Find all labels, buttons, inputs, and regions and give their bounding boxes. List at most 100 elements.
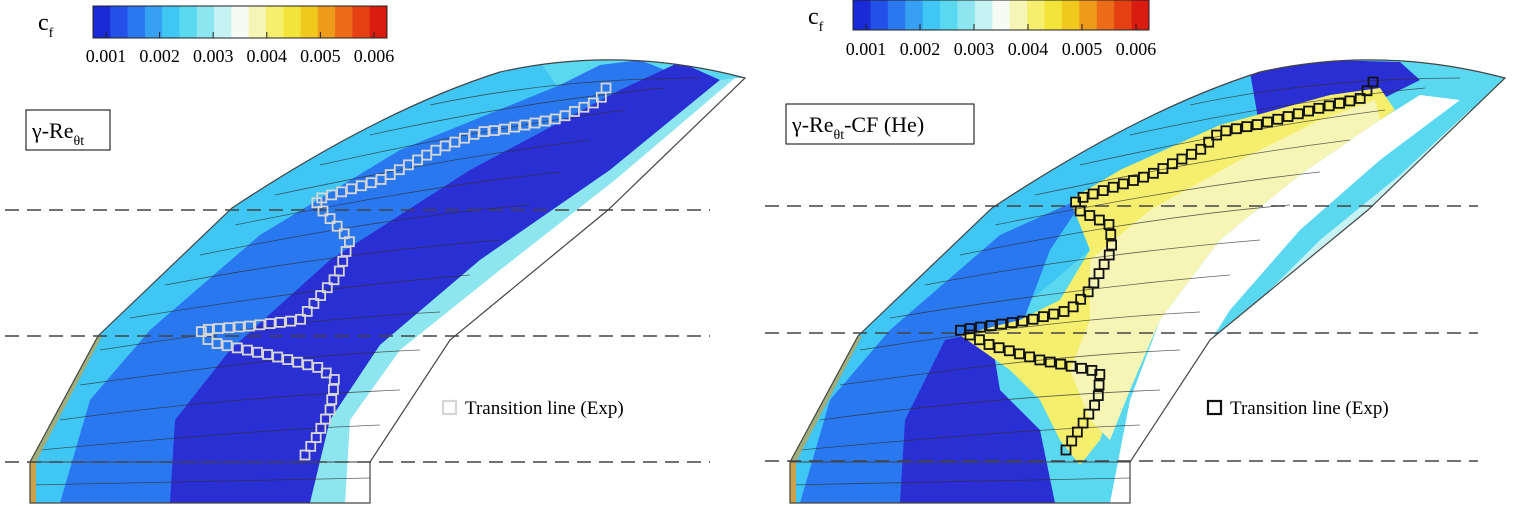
transition-marker (299, 449, 311, 461)
colorbar-swatch (265, 6, 284, 38)
transition-marker (1093, 379, 1105, 391)
colorbar-swatch (1096, 0, 1115, 30)
colorbar-tick-label: 0.005 (1062, 39, 1103, 59)
transition-marker (1282, 111, 1294, 122)
transition-marker (509, 121, 521, 133)
colorbar-swatch (283, 6, 302, 38)
transition-marker (233, 321, 245, 333)
transition-marker (1334, 97, 1345, 109)
right-legend-marker (1206, 399, 1223, 416)
transition-marker (262, 349, 274, 360)
transition-marker (1138, 171, 1149, 183)
transition-marker (292, 356, 304, 368)
colorbar-swatch (144, 6, 163, 38)
transition-marker (1292, 108, 1304, 120)
colorbar-swatch (974, 0, 993, 30)
transition-marker (295, 313, 306, 325)
right-transition-markers (955, 76, 1379, 456)
transition-marker (1313, 102, 1325, 114)
transition-marker (223, 322, 235, 334)
transition-marker (1076, 362, 1087, 374)
transition-marker (305, 440, 317, 452)
transition-marker (1272, 113, 1284, 125)
transition-marker (211, 338, 223, 349)
left-streamlines (30, 77, 701, 486)
transition-marker (1103, 219, 1115, 230)
colorbar-swatch (922, 0, 941, 30)
transition-marker (1037, 311, 1049, 323)
colorbar-tick-label: 0.004 (247, 46, 288, 66)
transition-marker (1048, 308, 1060, 320)
colorbar-swatch (317, 6, 336, 38)
transition-marker (202, 323, 214, 335)
left-model-label: γ-Reθt (25, 109, 111, 151)
transition-marker (1211, 129, 1222, 141)
colorbar-frame (92, 5, 388, 39)
transition-marker (1077, 417, 1089, 429)
colorbar-swatch (957, 0, 976, 30)
right-colorbar: 0.001 0.002 0.003 0.004 0.005 0.006 (846, 0, 1156, 59)
transition-marker (301, 305, 313, 317)
transition-marker (1354, 93, 1366, 104)
colorbar-swatch (1061, 0, 1080, 30)
transition-marker (264, 318, 276, 329)
left-surface-panel (29, 59, 747, 504)
transition-marker (320, 367, 332, 379)
transition-marker (985, 320, 997, 331)
colorbar-swatch (853, 0, 871, 30)
transition-marker (1066, 435, 1078, 447)
transition-marker (254, 319, 266, 331)
transition-marker (302, 359, 314, 371)
transition-marker (221, 340, 233, 352)
colorbar-swatch (127, 6, 146, 38)
transition-marker (231, 342, 243, 354)
transition-marker (285, 315, 297, 327)
colorbar-swatch (300, 6, 319, 38)
transition-marker (252, 346, 263, 358)
transition-marker (282, 354, 294, 365)
colorbar-tick-label: 0.005 (300, 46, 341, 66)
colorbar-tick-label: 0.001 (846, 39, 887, 59)
transition-marker (1024, 351, 1036, 363)
left-legend-marker (441, 399, 458, 416)
transition-marker (1003, 345, 1015, 357)
transition-marker (1107, 181, 1119, 193)
transition-marker (1303, 105, 1314, 117)
right-model-label: γ-Reθt-CF (He) (785, 103, 975, 145)
colorbar-tick-label: 0.006 (354, 46, 395, 66)
right-legend-label: Transition line (Exp) (1230, 398, 1389, 419)
colorbar-swatch (110, 6, 129, 38)
transition-marker (488, 125, 500, 136)
transition-marker (1094, 368, 1106, 380)
svg-text:γ-Reθt: γ-Reθt (31, 118, 84, 149)
colorbar-swatch (870, 0, 889, 30)
transition-marker (1367, 76, 1379, 88)
transition-marker (1082, 286, 1094, 298)
transition-marker (1055, 358, 1067, 370)
transition-marker (1088, 277, 1100, 289)
transition-marker (311, 197, 323, 209)
colorbar-swatch (887, 0, 906, 30)
left-cf-symbol: cf (38, 10, 54, 41)
left-legend: Transition line (Exp) (441, 398, 624, 419)
colorbar-tick-label: 0.003 (954, 39, 995, 59)
left-cf-contour (30, 59, 745, 503)
transition-marker (1083, 408, 1095, 420)
colorbar-swatch (335, 6, 353, 38)
transition-marker (326, 394, 338, 405)
transition-marker (1128, 175, 1139, 186)
colorbar-swatch (162, 6, 180, 38)
colorbar-swatch (992, 0, 1011, 30)
colorbar-tick-label: 0.003 (193, 46, 234, 66)
transition-marker (1065, 360, 1077, 372)
right-legend: Transition line (Exp) (1206, 398, 1389, 419)
colorbar-swatch (1131, 0, 1150, 30)
transition-marker (1106, 239, 1118, 251)
transition-marker (328, 374, 340, 385)
transition-marker (244, 320, 255, 332)
transition-marker (1006, 317, 1018, 328)
left-legend-label: Transition line (Exp) (465, 398, 624, 419)
transition-marker (331, 220, 343, 232)
right-cf-contour (790, 59, 1505, 503)
colorbar-swatch (905, 0, 924, 30)
